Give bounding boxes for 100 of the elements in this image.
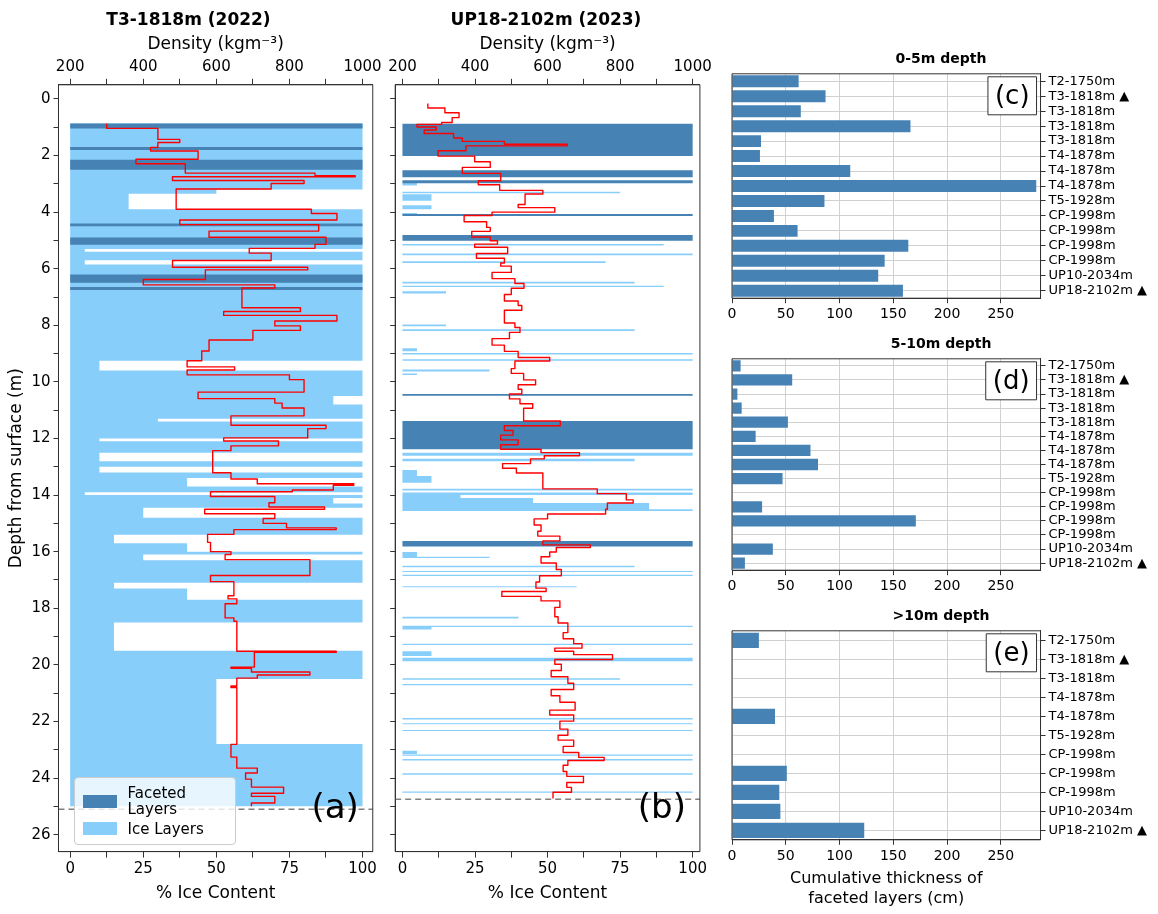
y-tick-label: UP10-2034m xyxy=(1048,540,1133,556)
x2-tick-label: 200 xyxy=(55,56,85,75)
y-tick-label: UP18-2102m ▲ xyxy=(1048,821,1147,837)
y-tick-label: CP-1998m xyxy=(1048,252,1116,268)
y-axis-title: Depth from surface (m) xyxy=(4,368,25,569)
y-tick-label: T3-1818m ▲ xyxy=(1047,87,1130,103)
x-tick-label: 150 xyxy=(879,305,907,322)
y-tick-label: CP-1998m xyxy=(1048,764,1116,780)
y-tick-label: T3-1818m xyxy=(1047,385,1116,401)
bar xyxy=(732,632,759,648)
bar xyxy=(732,239,909,252)
x-tick-label: 0 xyxy=(397,859,408,878)
y-tick-label: T4-1878m xyxy=(1047,147,1116,163)
y-tick-label: 18 xyxy=(31,598,51,617)
x-tick-label: 250 xyxy=(987,577,1015,594)
bar xyxy=(732,374,793,386)
y-tick-label: T4-1878m xyxy=(1047,688,1116,704)
y-tick-label: 22 xyxy=(31,711,51,730)
y-tick-label: 20 xyxy=(31,654,51,673)
y-tick-label: CP-1998m xyxy=(1048,512,1116,528)
y-tick-label: UP18-2102m ▲ xyxy=(1048,282,1147,298)
x-axis-title: % Ice Content xyxy=(487,882,608,903)
bar xyxy=(732,543,773,555)
annotation: (c) xyxy=(994,79,1030,110)
y-tick-label: T4-1878m xyxy=(1047,427,1116,443)
x-tick-label: 150 xyxy=(879,577,907,594)
x-tick-label: 100 xyxy=(826,305,853,322)
y-tick-label: T2-1750m xyxy=(1047,357,1116,373)
x-tick-label: 250 xyxy=(987,305,1015,322)
x2-axis-title: Density (kgm⁻³) xyxy=(147,33,284,54)
y-tick-label: T3-1818m xyxy=(1047,132,1116,148)
y-tick-label: 2 xyxy=(40,145,51,164)
y-tick-label: 8 xyxy=(40,315,51,334)
y-tick-label: T5-1928m xyxy=(1047,192,1116,208)
bar xyxy=(732,803,781,819)
y-tick-label: T2-1750m xyxy=(1047,72,1116,88)
y-tick-label: UP10-2034m xyxy=(1048,802,1133,818)
bar xyxy=(732,269,879,282)
y-tick-label: T4-1878m xyxy=(1047,177,1116,193)
y-tick-label: T4-1878m xyxy=(1047,455,1116,471)
x2-tick-label: 1000 xyxy=(673,56,712,75)
y-tick-label: UP18-2102m ▲ xyxy=(1048,554,1147,570)
y-tick-label: T3-1818m ▲ xyxy=(1047,650,1130,666)
x2-tick-label: 800 xyxy=(605,56,635,75)
x-tick-label: 150 xyxy=(879,846,907,863)
x-tick-label: 75 xyxy=(610,859,630,878)
x-tick-label: 0 xyxy=(727,577,737,594)
bar xyxy=(732,135,762,148)
y-tick-label: 24 xyxy=(31,767,51,786)
x-tick-label: 100 xyxy=(678,859,707,878)
x-tick-label: 25 xyxy=(465,859,485,878)
y-tick-label: CP-1998m xyxy=(1048,237,1116,253)
bar xyxy=(732,472,783,485)
bar xyxy=(732,194,825,207)
y-tick-label: 16 xyxy=(31,541,51,560)
y-tick-label: T3-1818m xyxy=(1047,117,1116,133)
bar xyxy=(732,557,745,569)
y-tick-label: T3-1818m xyxy=(1047,102,1116,118)
y-tick-label: T4-1878m xyxy=(1047,162,1116,178)
y-tick-label: T4-1878m xyxy=(1047,707,1116,723)
x2-tick-label: 600 xyxy=(202,56,231,75)
y-tick-label: T5-1928m xyxy=(1047,726,1116,742)
y-tick-label: T4-1878m xyxy=(1047,441,1116,457)
y-tick-label: T3-1818m xyxy=(1047,399,1116,415)
bar xyxy=(732,708,775,724)
x-tick-label: 50 xyxy=(776,846,795,863)
x-tick-label: 100 xyxy=(826,846,853,863)
y-tick-label: CP-1998m xyxy=(1048,526,1116,542)
y-tick-label: T5-1928m xyxy=(1047,469,1116,485)
x-tick-label: 75 xyxy=(279,859,299,878)
y-tick-label: 10 xyxy=(31,371,51,390)
bar xyxy=(732,105,801,118)
x-tick-label: 50 xyxy=(776,305,795,322)
x2-tick-label: 400 xyxy=(460,56,490,75)
x-tick-label: 200 xyxy=(933,577,961,594)
y-tick-label: 6 xyxy=(40,258,51,277)
x2-tick-label: 400 xyxy=(128,56,158,75)
y-tick-label: CP-1998m xyxy=(1048,745,1116,761)
y-tick-label: CP-1998m xyxy=(1048,498,1116,514)
annotation: (b) xyxy=(637,786,686,827)
chart-title: UP18-2102m (2023) xyxy=(450,8,642,29)
x2-axis-title: Density (kgm⁻³) xyxy=(479,33,616,54)
y-tick-label: 4 xyxy=(40,202,51,221)
bar xyxy=(732,209,774,222)
x2-tick-label: 600 xyxy=(533,56,562,75)
x-tick-label: 50 xyxy=(206,859,226,878)
bar xyxy=(732,402,742,414)
y-tick-label: CP-1998m xyxy=(1048,222,1116,238)
x-tick-label: 50 xyxy=(538,859,558,878)
x-tick-label: 100 xyxy=(348,859,377,878)
y-tick-label: T2-1750m xyxy=(1047,631,1116,647)
legend-label: Faceted Layers xyxy=(127,783,188,819)
bar xyxy=(732,444,811,457)
chart-title: 0-5m depth xyxy=(895,50,987,67)
bar xyxy=(732,822,865,838)
bar xyxy=(732,515,916,527)
x-tick-label: 100 xyxy=(826,577,853,594)
x-tick-label: 0 xyxy=(727,305,737,322)
y-tick-label: 0 xyxy=(40,88,51,107)
y-tick-label: 14 xyxy=(31,484,51,503)
